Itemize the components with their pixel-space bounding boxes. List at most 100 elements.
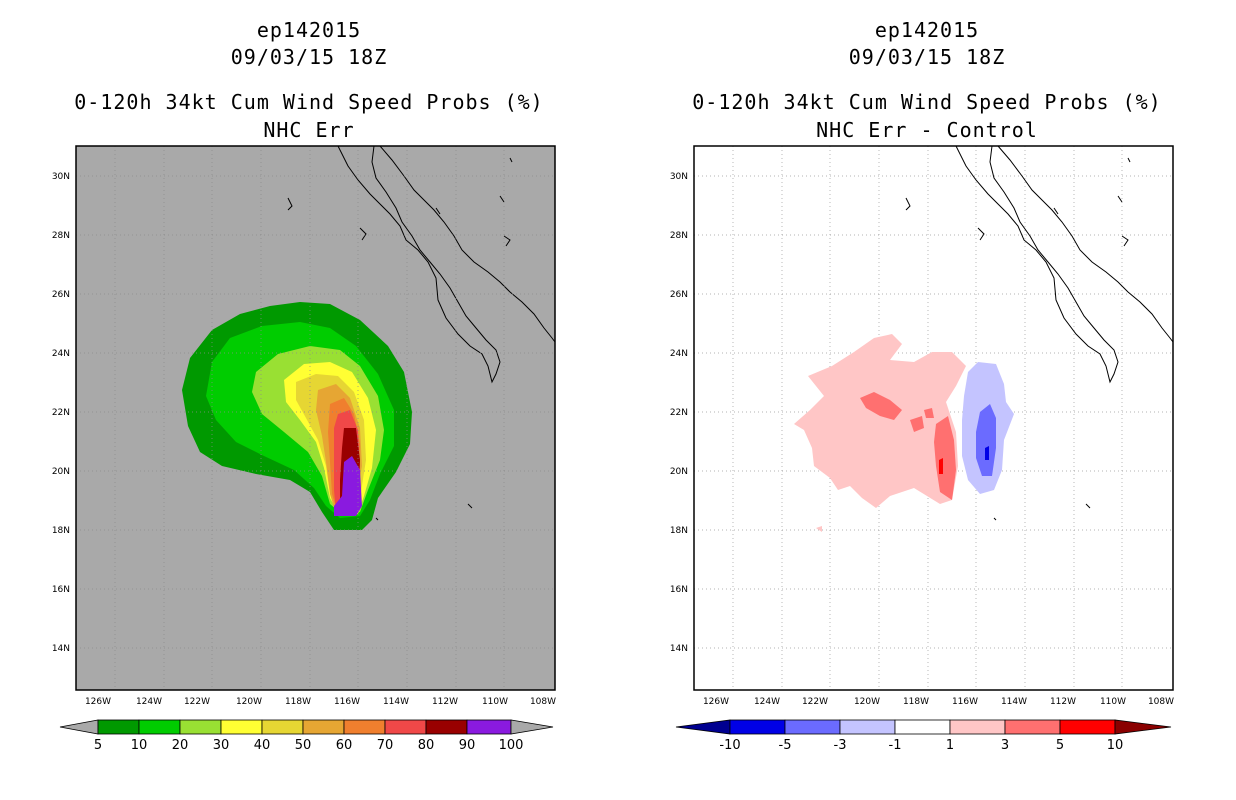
lat-ticks: 30N 28N 26N 24N 22N 20N 18N 16N 14N: [52, 172, 70, 654]
lon-tick: 112W: [432, 697, 458, 707]
lat-tick: 22N: [670, 408, 688, 418]
lon-ticks: 126W 124W 122W 120W 118W 116W 114W 112W …: [85, 697, 556, 707]
map-title: 0-120h 34kt Cum Wind Speed Probs (%): [692, 90, 1162, 114]
colorbar-swatch--5: [784, 719, 841, 735]
datetime-label: 09/03/15 18Z: [848, 45, 1006, 69]
lon-tick: 126W: [85, 697, 111, 707]
colorbar-label: 10: [131, 738, 148, 753]
contour-neg-5: [985, 446, 989, 460]
lon-tick: 114W: [383, 697, 409, 707]
contour-pos-5: [939, 458, 943, 474]
lat-tick: 30N: [670, 172, 688, 182]
storm-id-label: ep142015: [874, 18, 980, 42]
lon-tick: 122W: [184, 697, 210, 707]
colorbar-labels: -10 -5 -3 -1 1 3 5 10: [719, 738, 1123, 753]
colorbar-end-low: [675, 719, 731, 735]
colorbar-swatch-90: [466, 719, 512, 735]
lon-tick: 122W: [802, 697, 828, 707]
colorbar-label: 30: [213, 738, 230, 753]
colorbar-swatch-50: [302, 719, 345, 735]
colorbar-label: 70: [377, 738, 394, 753]
colorbar-label: 50: [295, 738, 312, 753]
colorbar-swatch-20: [179, 719, 222, 735]
contour-neg-3: [976, 404, 996, 476]
map-subtitle: NHC Err - Control: [816, 118, 1038, 142]
contour-pos-3c: [934, 416, 956, 500]
colorbar-label: 3: [1001, 738, 1009, 753]
lon-ticks: 126W 124W 122W 120W 118W 116W 114W 112W …: [703, 697, 1174, 707]
lon-tick: 120W: [854, 697, 880, 707]
lon-tick: 110W: [482, 697, 508, 707]
lon-tick: 116W: [334, 697, 360, 707]
lat-tick: 28N: [670, 231, 688, 241]
colorbar-labels: 5 10 20 30 40 50 60 70 80 90 100: [94, 738, 524, 753]
lon-tick: 114W: [1001, 697, 1027, 707]
colorbar-swatch-40: [261, 719, 304, 735]
colorbar-end-high: [1114, 719, 1172, 735]
colorbar-swatch-3: [1004, 719, 1061, 735]
lat-tick: 26N: [52, 290, 70, 300]
panel-nhc-err: ep142015 09/03/15 18Z 0-120h 34kt Cum Wi…: [52, 18, 556, 753]
lon-tick: 108W: [1148, 697, 1174, 707]
lon-tick: 118W: [903, 697, 929, 707]
lat-ticks: 30N 28N 26N 24N 22N 20N 18N 16N 14N: [670, 172, 688, 654]
lat-tick: 24N: [670, 349, 688, 359]
colorbar-label: -3: [834, 738, 847, 753]
lat-tick: 20N: [52, 467, 70, 477]
map-frame: [693, 145, 1174, 691]
lon-tick: 124W: [754, 697, 780, 707]
lon-tick: 108W: [530, 697, 556, 707]
map-subtitle: NHC Err: [263, 118, 355, 142]
lon-tick: 110W: [1100, 697, 1126, 707]
contour-pos-3d: [924, 408, 934, 418]
colorbar-label: 90: [459, 738, 476, 753]
lat-tick: 24N: [52, 349, 70, 359]
colorbar-swatch-5: [97, 719, 140, 735]
colorbar-label: 5: [1056, 738, 1064, 753]
lat-tick: 16N: [52, 585, 70, 595]
lat-tick: 28N: [52, 231, 70, 241]
colorbar-label: 10: [1107, 738, 1124, 753]
lon-tick: 126W: [703, 697, 729, 707]
lat-tick: 30N: [52, 172, 70, 182]
colorbar-swatch-80: [425, 719, 468, 735]
lat-tick: 18N: [52, 526, 70, 536]
colorbar-label: -10: [719, 738, 740, 753]
panel-nhc-err-minus-control: ep142015 09/03/15 18Z 0-120h 34kt Cum Wi…: [618, 0, 1236, 800]
colorbar-label: -1: [889, 738, 902, 753]
lat-tick: 16N: [670, 585, 688, 595]
lon-tick: 116W: [952, 697, 978, 707]
coastline: [287, 145, 556, 521]
colorbar-swatch--1: [894, 719, 951, 735]
colorbar-label: 40: [254, 738, 271, 753]
colorbar-label: 20: [172, 738, 189, 753]
colorbar-end-high: [510, 719, 554, 735]
colorbar-swatch-1: [949, 719, 1006, 735]
colorbar-label: 5: [94, 738, 102, 753]
colorbar-swatch-70: [384, 719, 427, 735]
lon-tick: 120W: [236, 697, 262, 707]
contour-pos-1b: [816, 526, 822, 532]
colorbar-swatch-30: [220, 719, 263, 735]
storm-id-label: ep142015: [256, 18, 362, 42]
contour-pos-3b: [910, 416, 924, 432]
colorbar-swatch-5: [1059, 719, 1116, 735]
lon-tick: 124W: [136, 697, 162, 707]
coastline: [905, 145, 1174, 521]
map-frame: [75, 145, 556, 691]
grid-dots: [76, 146, 555, 690]
map-svg: 30N 28N 26N 24N 22N 20N 18N 16N 14N 126W…: [52, 145, 556, 753]
colorbar-label: 100: [499, 738, 524, 753]
lat-tick: 26N: [670, 290, 688, 300]
datetime-label: 09/03/15 18Z: [230, 45, 388, 69]
contour-90: [334, 456, 362, 516]
colorbar-swatch-10: [138, 719, 181, 735]
map-title: 0-120h 34kt Cum Wind Speed Probs (%): [74, 90, 544, 114]
lon-tick: 112W: [1050, 697, 1076, 707]
map-svg: 30N 28N 26N 24N 22N 20N 18N 16N 14N 126W…: [670, 145, 1174, 753]
colorbar-swatch--3: [839, 719, 896, 735]
colorbar-end-low: [59, 719, 99, 735]
colorbar-swatch-60: [343, 719, 386, 735]
colorbar-label: 1: [946, 738, 954, 753]
lat-tick: 22N: [52, 408, 70, 418]
